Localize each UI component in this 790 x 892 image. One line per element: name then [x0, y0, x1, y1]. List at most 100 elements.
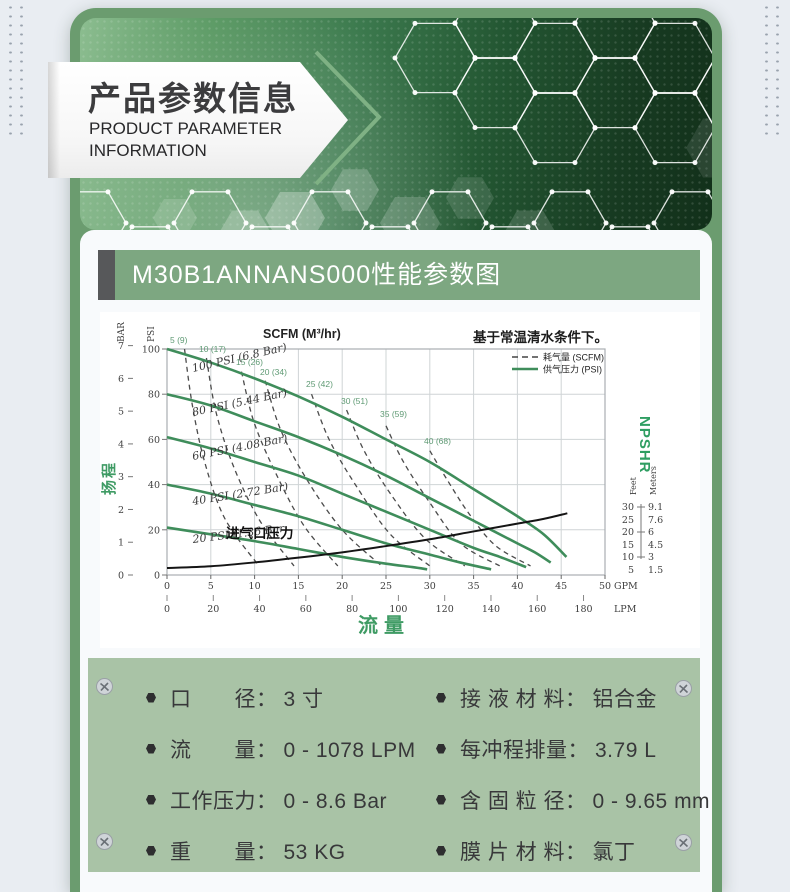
svg-text:10: 10 [249, 581, 261, 592]
param-value: 3 寸 [283, 687, 324, 711]
bullet-icon [146, 794, 156, 805]
param-label: 接 液 材 料： [460, 687, 587, 711]
param-solid-size: 含 固 粒 径： 0 - 9.65 mm [436, 774, 710, 825]
chart-note: 基于常温清水条件下。 [473, 329, 608, 345]
param-flow: 流 量： 0 - 1078 LPM [146, 723, 436, 774]
svg-text:35: 35 [468, 581, 480, 592]
param-label: 工作压力： [170, 789, 278, 813]
bullet-icon [436, 845, 446, 856]
svg-text:140: 140 [482, 604, 500, 615]
svg-text:15: 15 [292, 581, 304, 592]
svg-text:30 (51): 30 (51) [341, 396, 368, 406]
param-value: 0 - 9.65 mm [592, 789, 711, 813]
svg-text:3: 3 [648, 552, 654, 563]
chart-title: SCFM (M³/hr) [263, 327, 341, 341]
svg-text:1: 1 [118, 538, 124, 549]
svg-text:100: 100 [389, 604, 407, 615]
param-label: 重 量： [170, 840, 278, 864]
svg-text:30: 30 [424, 581, 436, 592]
svg-text:50: 50 [599, 581, 611, 592]
param-value: 53 KG [283, 840, 346, 864]
x-axes: 0 5 10 15 20 25 30 35 40 45 50 GPM 0 20 40 60 80 100 120 14… [164, 575, 638, 615]
param-value: 氯丁 [592, 840, 636, 864]
svg-text:7: 7 [118, 341, 124, 352]
svg-text:15: 15 [622, 540, 634, 551]
param-value: 0 - 1078 LPM [283, 738, 416, 762]
param-value: 铝合金 [592, 687, 658, 711]
svg-text:6: 6 [648, 527, 654, 538]
param-wetted-material: 接 液 材 料： 铝合金 [436, 672, 710, 723]
section-title: M30B1ANNANS000性能参数图 [115, 250, 700, 300]
svg-text:7.6: 7.6 [648, 515, 663, 526]
svg-text:180: 180 [574, 604, 592, 615]
svg-text:20: 20 [148, 525, 160, 536]
svg-text:耗气量 (SCFM): 耗气量 (SCFM) [543, 352, 604, 363]
svg-text:25: 25 [622, 515, 634, 526]
svg-text:40: 40 [511, 581, 523, 592]
screw-icon [96, 833, 113, 850]
param-value: 0 - 8.6 Bar [283, 789, 388, 813]
bullet-icon [436, 692, 446, 703]
param-working-pressure: 工作压力： 0 - 8.6 Bar [146, 774, 436, 825]
param-label: 含 固 粒 径： [460, 789, 587, 813]
param-label: 每冲程排量： [460, 738, 589, 762]
screw-icon [675, 834, 692, 851]
svg-text:Feet: Feet [629, 476, 638, 495]
page-subtitle-line1: PRODUCT PARAMETER [89, 119, 283, 138]
svg-text:GPM: GPM [614, 581, 638, 592]
bullet-icon [436, 794, 446, 805]
svg-text:80 PSI (5.44 Bar): 80 PSI (5.44 Bar) [191, 386, 288, 419]
svg-text:35 (59): 35 (59) [380, 409, 407, 419]
param-label: 流 量： [170, 738, 278, 762]
npshr-scale: Feet Meters 30 9.1 25 7.6 20 6 15 4.5 10 3 5 1.5 [622, 466, 663, 576]
performance-chart-svg: SCFM (M³/hr) 基于常温清水条件下。耗气量 (SCFM)供气压力 (PS… [100, 322, 663, 637]
svg-text:100: 100 [142, 345, 160, 356]
inlet-pressure-label: 进气口压力 [226, 525, 294, 541]
svg-text:4: 4 [118, 439, 124, 450]
svg-text:20: 20 [336, 581, 348, 592]
screw-icon [675, 680, 692, 697]
svg-text:40: 40 [254, 604, 266, 615]
dot-pattern-right [761, 3, 785, 135]
svg-text:1.5: 1.5 [648, 565, 663, 576]
svg-text:4.5: 4.5 [648, 540, 663, 551]
svg-text:LPM: LPM [614, 604, 637, 615]
svg-text:20 (34): 20 (34) [260, 367, 287, 377]
svg-text:60: 60 [300, 604, 312, 615]
param-diaphragm-material: 膜 片 材 料： 氯丁 [436, 825, 710, 876]
svg-text:0: 0 [164, 604, 170, 615]
axes-labels: BAR PSI 0 1 2 3 4 5 6 7 0 20 40 60 80 100 [117, 322, 167, 582]
svg-text:25: 25 [380, 581, 392, 592]
parameter-panel: 口 径： 3 寸 接 液 材 料： 铝合金 流 量： 0 - 1078 LPM 每冲程… [88, 658, 710, 872]
x-axis-label: 流量 [358, 613, 410, 637]
section-title-tab [98, 250, 115, 300]
header-arrow-shape [48, 62, 348, 178]
header-banner: 产品参数信息 PRODUCT PARAMETER INFORMATION [48, 50, 393, 186]
svg-text:80: 80 [148, 390, 160, 401]
svg-text:20: 20 [207, 604, 219, 615]
param-weight: 重 量： 53 KG [146, 825, 436, 876]
svg-text:60: 60 [148, 435, 160, 446]
param-label: 口 径： [170, 687, 278, 711]
param-displacement: 每冲程排量： 3.79 L [436, 723, 710, 774]
svg-text:5: 5 [118, 407, 124, 418]
svg-text:120: 120 [436, 604, 454, 615]
svg-text:Meters: Meters [649, 466, 658, 495]
svg-text:5: 5 [208, 581, 214, 592]
svg-text:40: 40 [148, 480, 160, 491]
param-value: 3.79 L [595, 738, 657, 762]
bullet-icon [146, 743, 156, 754]
svg-text:10 (17): 10 (17) [199, 344, 226, 354]
dot-pattern-left [5, 3, 29, 135]
svg-text:40 (68): 40 (68) [424, 436, 451, 446]
hexagon-pattern [80, 18, 712, 230]
svg-text:15 (26): 15 (26) [236, 357, 263, 367]
svg-text:BAR: BAR [117, 322, 127, 342]
svg-text:30: 30 [622, 502, 634, 513]
svg-text:160: 160 [528, 604, 546, 615]
npshr-curve [166, 512, 568, 569]
page-title: 产品参数信息 [88, 80, 298, 117]
page-subtitle-line2: INFORMATION [89, 141, 207, 161]
bullet-icon [146, 692, 156, 703]
svg-text:9.1: 9.1 [648, 502, 663, 513]
